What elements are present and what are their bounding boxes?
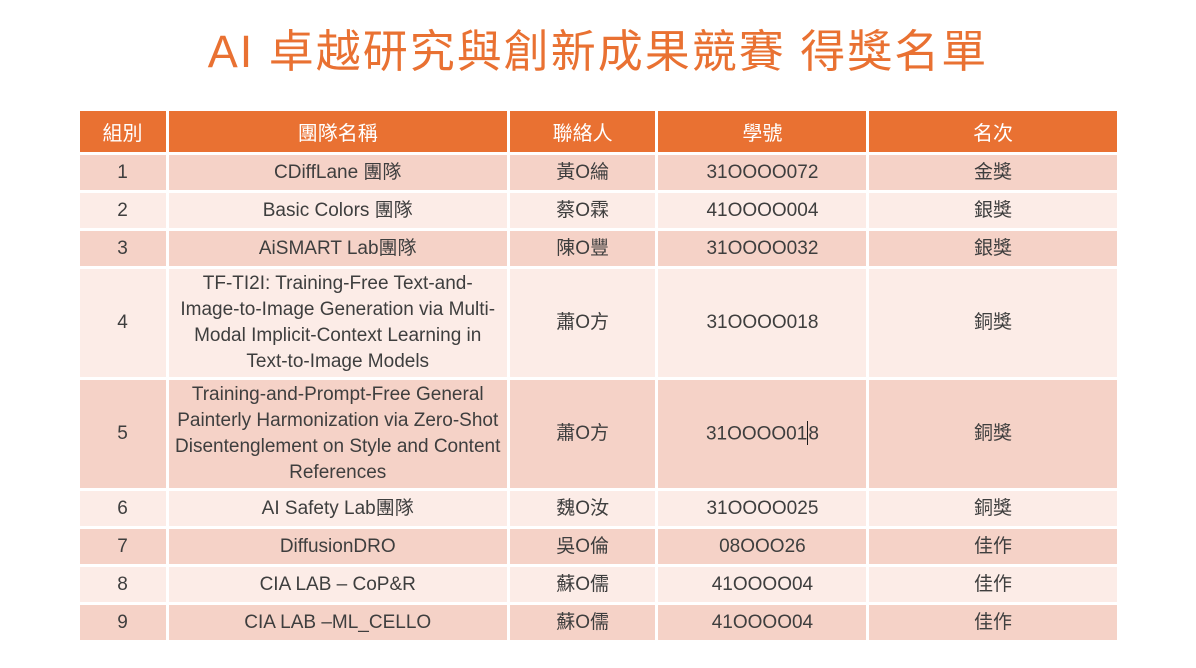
table-header: 組別 團隊名稱 聯絡人 學號 名次	[79, 111, 1117, 152]
student-id-cell[interactable]: 31OOOO018	[658, 269, 867, 377]
table-row: 4 TF-TI2I: Training-Free Text-and-Image-t…	[79, 269, 1117, 377]
text-cursor	[807, 420, 809, 445]
rank-cell[interactable]: 佳作	[869, 567, 1117, 602]
group-cell[interactable]: 4	[79, 269, 166, 377]
group-cell[interactable]: 3	[79, 231, 166, 266]
contact-cell[interactable]: 蘇O儒	[509, 567, 656, 602]
group-cell[interactable]: 9	[79, 605, 166, 640]
team-cell[interactable]: DiffusionDRO	[168, 529, 507, 564]
group-cell[interactable]: 1	[79, 155, 166, 190]
table-row: 3 AiSMART Lab團隊 陳O豐 31OOOO032 銀獎	[79, 231, 1117, 266]
rank-cell[interactable]: 銅獎	[869, 380, 1117, 488]
rank-cell[interactable]: 銀獎	[869, 231, 1117, 266]
student-id-cell[interactable]: 41OOOO04	[658, 605, 867, 640]
column-header-contact[interactable]: 聯絡人	[509, 111, 656, 152]
student-id-cell[interactable]: 41OOOO004	[658, 193, 867, 228]
student-id-cell[interactable]: 31OOOO025	[658, 491, 867, 526]
student-id-cell[interactable]: 31OOOO018	[658, 380, 867, 488]
student-id-cell[interactable]: 31OOOO072	[658, 155, 867, 190]
column-header-group[interactable]: 組別	[79, 111, 166, 152]
table-row: 7 DiffusionDRO 吳O倫 08OOO26 佳作	[79, 529, 1117, 564]
group-cell[interactable]: 5	[79, 380, 166, 488]
contact-cell[interactable]: 陳O豐	[509, 231, 656, 266]
student-id-cell[interactable]: 31OOOO032	[658, 231, 867, 266]
contact-cell[interactable]: 蕭O方	[509, 269, 656, 377]
contact-cell[interactable]: 黃O綸	[509, 155, 656, 190]
group-cell[interactable]: 7	[79, 529, 166, 564]
team-cell[interactable]: CIA LAB – CoP&R	[168, 567, 507, 602]
student-id-cell[interactable]: 08OOO26	[658, 529, 867, 564]
student-id-text: 8	[808, 423, 819, 445]
group-cell[interactable]: 2	[79, 193, 166, 228]
table-row: 2 Basic Colors 團隊 蔡O霖 41OOOO004 銀獎	[79, 193, 1117, 228]
contact-cell[interactable]: 蕭O方	[509, 380, 656, 488]
team-cell[interactable]: Basic Colors 團隊	[168, 193, 507, 228]
table-row: 8 CIA LAB – CoP&R 蘇O儒 41OOOO04 佳作	[79, 567, 1117, 602]
header-row: 組別 團隊名稱 聯絡人 學號 名次	[79, 111, 1117, 152]
team-cell[interactable]: AiSMART Lab團隊	[168, 231, 507, 266]
team-cell[interactable]: Training-and-Prompt-Free General Painter…	[168, 380, 507, 488]
table-row: 5 Training-and-Prompt-Free General Painte…	[79, 380, 1117, 488]
table-row: 9 CIA LAB –ML_CELLO 蘇O儒 41OOOO04 佳作	[79, 605, 1117, 640]
group-cell[interactable]: 8	[79, 567, 166, 602]
table-row: 6 AI Safety Lab團隊 魏O汝 31OOOO025 銅獎	[79, 491, 1117, 526]
contact-cell[interactable]: 蔡O霖	[509, 193, 656, 228]
rank-cell[interactable]: 銀獎	[869, 193, 1117, 228]
column-header-team[interactable]: 團隊名稱	[168, 111, 507, 152]
rank-cell[interactable]: 佳作	[869, 605, 1117, 640]
contact-cell[interactable]: 吳O倫	[509, 529, 656, 564]
awards-table: 組別 團隊名稱 聯絡人 學號 名次 1 CDiffLane 團隊 黃O綸 31OOOO…	[77, 108, 1120, 643]
group-cell[interactable]: 6	[79, 491, 166, 526]
team-cell[interactable]: AI Safety Lab團隊	[168, 491, 507, 526]
contact-cell[interactable]: 蘇O儒	[509, 605, 656, 640]
team-cell[interactable]: CIA LAB –ML_CELLO	[168, 605, 507, 640]
team-cell[interactable]: TF-TI2I: Training-Free Text-and-Image-to…	[168, 269, 507, 377]
team-cell[interactable]: CDiffLane 團隊	[168, 155, 507, 190]
table-row: 1 CDiffLane 團隊 黃O綸 31OOOO072 金獎	[79, 155, 1117, 190]
rank-cell[interactable]: 金獎	[869, 155, 1117, 190]
rank-cell[interactable]: 銅獎	[869, 491, 1117, 526]
rank-cell[interactable]: 佳作	[869, 529, 1117, 564]
student-id-cell[interactable]: 41OOOO04	[658, 567, 867, 602]
rank-cell[interactable]: 銅獎	[869, 269, 1117, 377]
column-header-rank[interactable]: 名次	[869, 111, 1117, 152]
student-id-text: 31OOOO01	[705, 423, 808, 445]
table-body: 1 CDiffLane 團隊 黃O綸 31OOOO072 金獎 2 Basic Colors…	[79, 155, 1117, 640]
column-header-student-id[interactable]: 學號	[658, 111, 867, 152]
contact-cell[interactable]: 魏O汝	[509, 491, 656, 526]
page-title[interactable]: AI 卓越研究與創新成果競賽 得獎名單	[207, 26, 989, 77]
